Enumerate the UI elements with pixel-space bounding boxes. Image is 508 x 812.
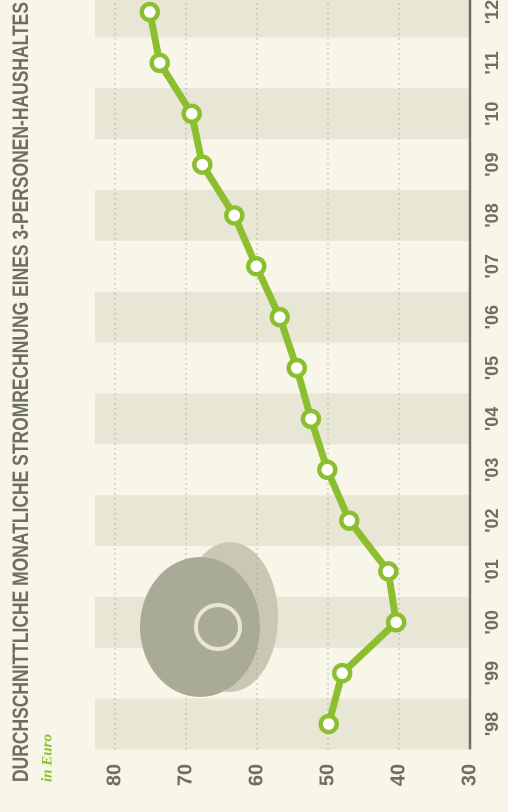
x-tick-label: '03 xyxy=(482,458,502,482)
euro-coin xyxy=(194,603,242,651)
marker xyxy=(378,561,399,582)
marker xyxy=(224,205,245,226)
x-tick-label: '05 xyxy=(482,356,502,380)
stripe xyxy=(95,495,470,546)
stripe xyxy=(95,0,470,38)
x-tick-label: '08 xyxy=(482,203,502,227)
marker xyxy=(300,408,322,430)
x-tick-label: '98 xyxy=(482,712,502,736)
money-bag xyxy=(140,542,278,697)
y-tick-label: 60 xyxy=(245,764,267,786)
x-tick-label: '99 xyxy=(482,661,502,685)
y-tick-label: 80 xyxy=(103,764,125,786)
y-tick-label: 30 xyxy=(458,764,480,786)
bag-front xyxy=(140,557,260,697)
x-tick-label: '06 xyxy=(482,305,502,329)
marker xyxy=(139,1,161,23)
marker xyxy=(192,154,213,175)
marker xyxy=(339,510,360,531)
marker xyxy=(318,713,339,735)
subtitle: in Euro xyxy=(39,734,55,782)
stripe xyxy=(95,393,470,445)
marker xyxy=(246,256,267,277)
x-tick-label: '00 xyxy=(482,610,502,634)
rotated-plot: DURCHSCHNITTLICHE MONATLICHE STROMRECHNU… xyxy=(8,0,502,786)
x-tick-label: '09 xyxy=(482,152,502,176)
chart-title: DURCHSCHNITTLICHE MONATLICHE STROMRECHNU… xyxy=(8,2,33,782)
x-tick-label: '10 xyxy=(482,102,502,126)
y-tick-label: 70 xyxy=(174,764,196,786)
x-tick-label: '04 xyxy=(482,407,502,431)
stripe xyxy=(95,88,470,140)
x-tick-label: '02 xyxy=(482,508,502,532)
stripe xyxy=(95,698,470,750)
x-tick-label: '01 xyxy=(482,559,502,583)
x-tick-label: '07 xyxy=(482,254,502,278)
marker xyxy=(149,52,170,74)
marker xyxy=(286,357,308,379)
marker xyxy=(181,103,202,124)
y-tick-label: 50 xyxy=(316,764,338,786)
x-tick-label: '11 xyxy=(482,51,502,74)
marker xyxy=(269,306,290,328)
marker xyxy=(385,612,407,633)
stripe xyxy=(95,189,470,241)
marker xyxy=(317,459,338,480)
marker xyxy=(331,662,353,684)
y-tick-label: 40 xyxy=(387,764,409,786)
x-tick-label: '12 xyxy=(482,0,502,24)
